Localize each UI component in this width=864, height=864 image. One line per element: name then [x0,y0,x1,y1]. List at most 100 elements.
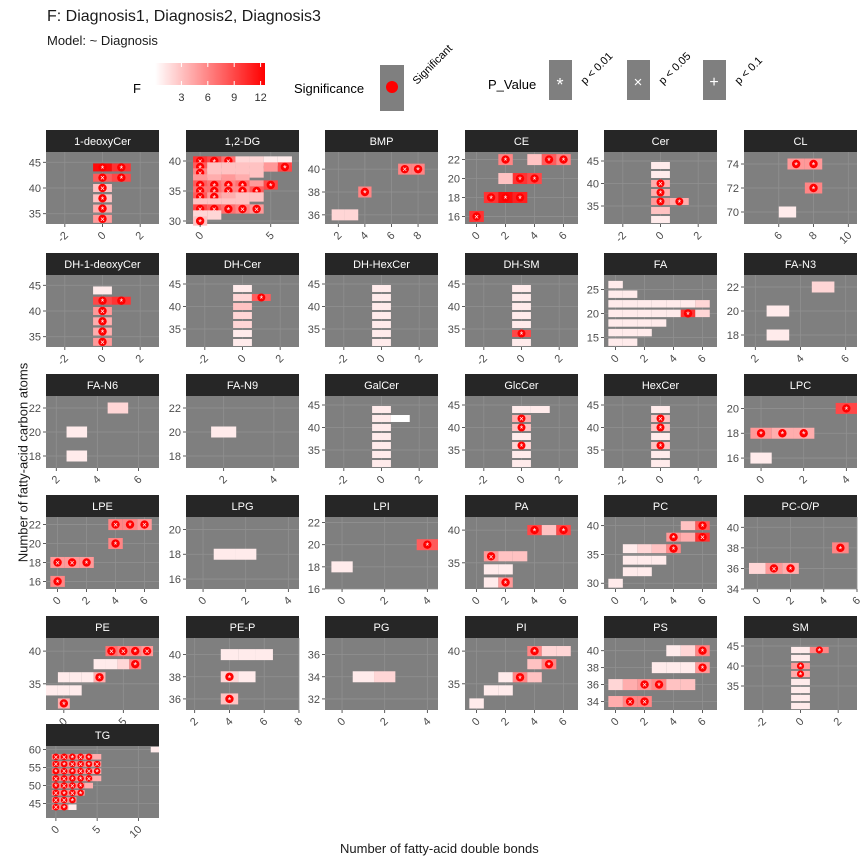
y-tick-label: 40 [448,302,460,314]
heatmap-tile [748,562,766,574]
cross-marker: × [113,521,118,530]
asterisk-marker: * [260,294,264,304]
facet-strip [604,253,717,275]
heatmap-tile [207,162,222,172]
heatmap-tile [233,303,252,310]
heatmap-tile [221,192,236,202]
significance-dot [125,520,135,529]
heatmap-tile [608,300,623,308]
significance-dot [238,204,247,214]
asterisk-marker: * [659,189,663,199]
heatmap-tile [651,433,670,440]
cross-marker: × [121,647,126,656]
asterisk-marker: * [79,789,83,799]
facet-panel: PI * * * 35 40 0 2 4 6 [448,616,578,728]
significance-dot [60,782,68,789]
x-tick-label: 4 [421,595,434,608]
x-tick-label: 6 [385,230,398,243]
x-tick-label: 8 [411,230,424,243]
significance-dot [117,163,126,172]
asterisk-marker: * [659,198,663,208]
cross-marker: × [198,169,203,178]
heatmap-tile [527,154,542,166]
heatmap-tile [778,206,797,218]
y-tick-label: 40 [169,650,181,662]
y-tick-label: 20 [308,540,320,552]
cross-marker: × [70,760,75,769]
x-tick-label: 0 [609,353,622,366]
significance-dot [85,767,93,775]
x-tick-label: 2 [50,474,63,487]
heatmap-tile [651,555,667,565]
plus-icon: + [709,74,718,91]
facet-strip [186,616,299,638]
significance-dot [769,564,779,573]
facet-strip-label: PC [653,501,668,513]
facet-strip-label: PC-O/P [782,501,820,513]
heatmap-tile [512,303,531,310]
asterisk-marker: * [87,753,91,763]
asterisk-marker: * [701,522,705,532]
y-tick-label: 34 [727,584,739,596]
x-tick-label: 2 [638,353,651,366]
x-tick-label: 6 [772,230,785,243]
heatmap-tile [66,450,88,462]
heatmap-tile [512,294,531,301]
cross-marker: × [95,760,100,769]
x-tick-label: 2 [499,716,512,729]
heatmap-tile [512,285,531,292]
significance-dot [683,309,693,318]
facet-strip [46,616,159,638]
significance-dot [809,159,818,169]
facet-strip-label: FA-N6 [87,380,118,392]
heatmap-tile [651,662,667,674]
heatmap-tile [512,312,531,319]
y-tick-label: 30 [169,216,181,228]
x-tick-label: 4 [817,595,830,608]
facet-panel: LPG 16 18 20 0 2 4 [169,495,299,607]
heatmap-tile [791,686,810,694]
x-axis-label: Number of fatty-acid double bonds [340,841,539,856]
legend: F 3 6 9 12 Significance Significant P_Value… [133,43,765,111]
heatmap-tile [93,286,112,295]
heatmap-tile [791,654,810,662]
x-tick-label: 4 [267,474,280,487]
heatmap-tile [530,406,550,413]
asterisk-marker: * [62,789,66,799]
facet-strip [465,253,578,275]
y-tick-label: 45 [587,400,599,412]
heatmap-tile [651,406,670,413]
heatmap-tile [81,672,94,683]
heatmap-tile [666,662,681,674]
significance-dot [119,646,128,656]
heatmap-tile [69,672,82,683]
heatmap-tile [512,460,531,467]
heatmap-tile [791,702,810,710]
significance-dot [224,204,233,214]
y-tick-label: 35 [29,209,41,221]
asterisk-marker: * [79,782,83,792]
y-tick-label: 55 [29,763,41,775]
x-tick-label: -2 [614,230,629,245]
significance-dot [544,155,554,164]
y-tick-label: 22 [308,518,320,530]
y-tick-label: 34 [308,672,320,684]
x-tick-label: -2 [475,474,490,489]
cross-marker: × [100,174,105,183]
x-tick-label: 0 [196,595,209,608]
significance-dot [52,753,60,761]
cross-marker: × [62,796,67,805]
heatmap-tile [608,309,623,318]
facet-strip [325,253,438,275]
y-tick-label: 40 [169,302,181,314]
significance-dot [77,753,84,761]
heatmap-tile [238,649,256,661]
heatmap-tile [249,192,264,202]
facet-panel: DH-SM * 35 40 45 -2 0 2 [448,253,578,368]
facet-strip-label: CL [793,136,807,148]
cross-marker: × [519,415,524,424]
y-tick-label: 38 [169,672,181,684]
heatmap-tile [622,555,638,565]
facet-panel: FA * 15 20 25 0 2 4 6 [587,253,717,365]
asterisk-marker: * [701,664,705,674]
